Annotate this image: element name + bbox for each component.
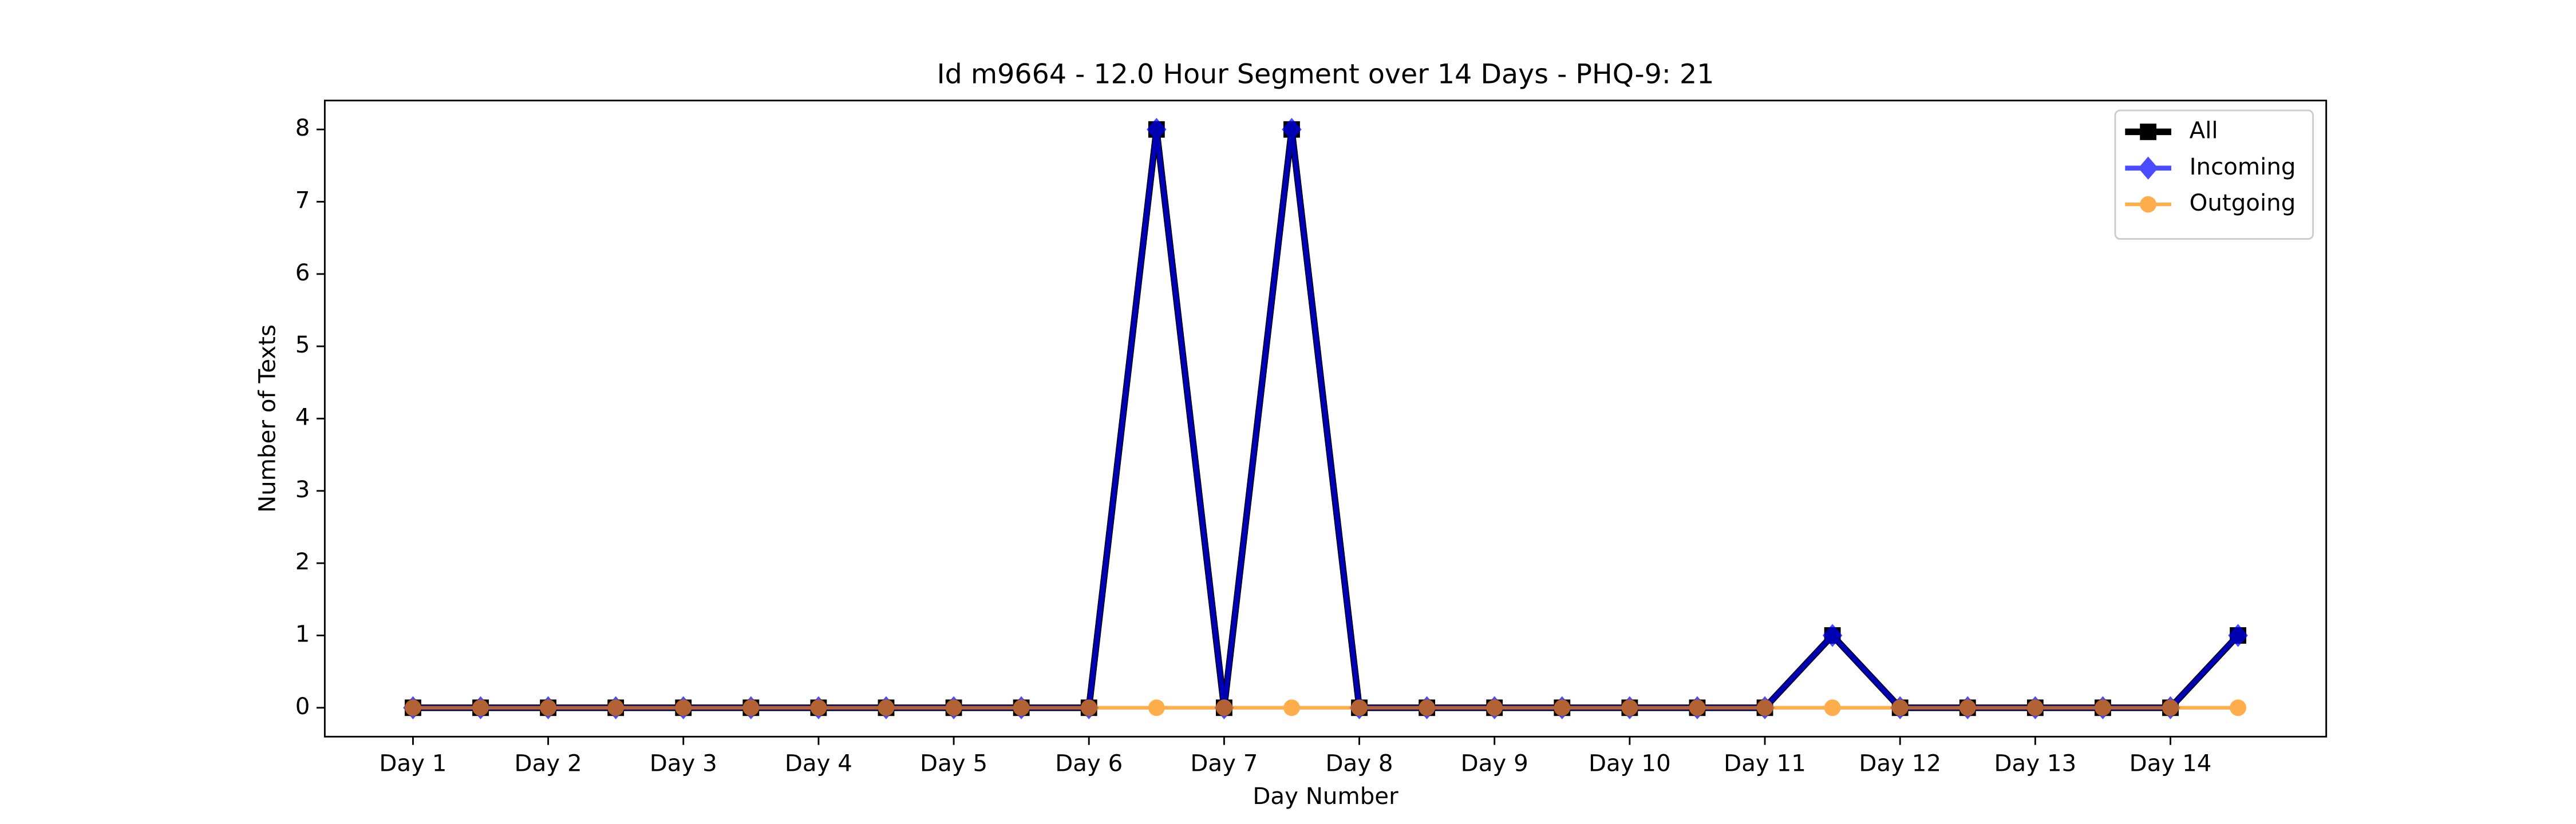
- marker: [1621, 699, 1638, 716]
- series: [405, 699, 2246, 716]
- marker: [2230, 699, 2246, 716]
- marker: [1486, 699, 1503, 716]
- x-tick-label: Day 11: [1724, 750, 1806, 777]
- legend-label: Incoming: [2190, 153, 2296, 180]
- x-tick-label: Day 13: [1994, 750, 2077, 777]
- marker: [1822, 624, 1843, 647]
- legend-item: [2125, 124, 2171, 140]
- x-tick-label: Day 1: [379, 750, 447, 777]
- marker: [540, 699, 556, 716]
- marker: [2140, 124, 2157, 140]
- marker: [405, 699, 421, 716]
- marker: [1148, 699, 1165, 716]
- plot-frame: [323, 100, 2328, 738]
- marker: [1756, 699, 1773, 716]
- chart-title: Id m9664 - 12.0 Hour Segment over 14 Day…: [937, 58, 1714, 90]
- marker: [2138, 156, 2158, 180]
- marker: [1351, 699, 1368, 716]
- x-tick-label: Day 4: [785, 750, 852, 777]
- x-tick-label: Day 14: [2129, 750, 2212, 777]
- legend-box: [2114, 109, 2314, 240]
- legend-label: Outgoing: [2190, 189, 2296, 216]
- marker: [2026, 699, 2044, 716]
- marker: [810, 699, 827, 716]
- marker: [945, 699, 962, 716]
- marker: [607, 699, 625, 716]
- x-tick-label: Day 5: [920, 750, 987, 777]
- marker: [1959, 699, 1976, 716]
- marker: [742, 699, 760, 716]
- y-tick-label: 6: [295, 259, 310, 286]
- y-tick-label: 0: [295, 693, 310, 720]
- x-tick-label: Day 8: [1326, 750, 1393, 777]
- marker: [1689, 699, 1706, 716]
- marker: [1080, 699, 1097, 716]
- x-tick-label: Day 9: [1461, 750, 1528, 777]
- marker: [878, 699, 895, 716]
- y-tick-label: 7: [295, 187, 310, 214]
- x-tick-label: Day 7: [1190, 750, 1258, 777]
- x-tick-label: Day 12: [1859, 750, 1941, 777]
- marker: [1554, 699, 1571, 716]
- marker: [2228, 624, 2248, 647]
- y-tick-label: 8: [295, 114, 310, 141]
- x-tick-label: Day 2: [515, 750, 582, 777]
- marker: [1283, 699, 1300, 716]
- marker: [2095, 699, 2111, 716]
- legend-item: [2125, 156, 2171, 180]
- y-tick-label: 1: [295, 621, 310, 648]
- y-tick-label: 3: [295, 476, 310, 503]
- x-tick-label: Day 6: [1055, 750, 1123, 777]
- marker: [2162, 699, 2179, 716]
- y-tick-label: 2: [295, 548, 310, 575]
- x-tick-label: Day 10: [1589, 750, 1671, 777]
- marker: [472, 699, 489, 716]
- y-axis-label: Number of Texts: [254, 324, 280, 513]
- marker: [1013, 699, 1030, 716]
- x-tick-label: Day 3: [650, 750, 717, 777]
- marker: [1216, 699, 1232, 716]
- legend-label: All: [2190, 117, 2218, 144]
- marker: [675, 699, 692, 716]
- marker: [1824, 699, 1841, 716]
- marker: [1147, 118, 1167, 141]
- x-axis-label: Day Number: [1253, 783, 1398, 810]
- marker: [1419, 699, 1436, 716]
- y-tick-label: 4: [295, 404, 310, 431]
- marker: [1891, 699, 1909, 716]
- marker: [2140, 196, 2157, 213]
- legend-item: [2125, 196, 2171, 213]
- y-tick-label: 5: [295, 331, 310, 358]
